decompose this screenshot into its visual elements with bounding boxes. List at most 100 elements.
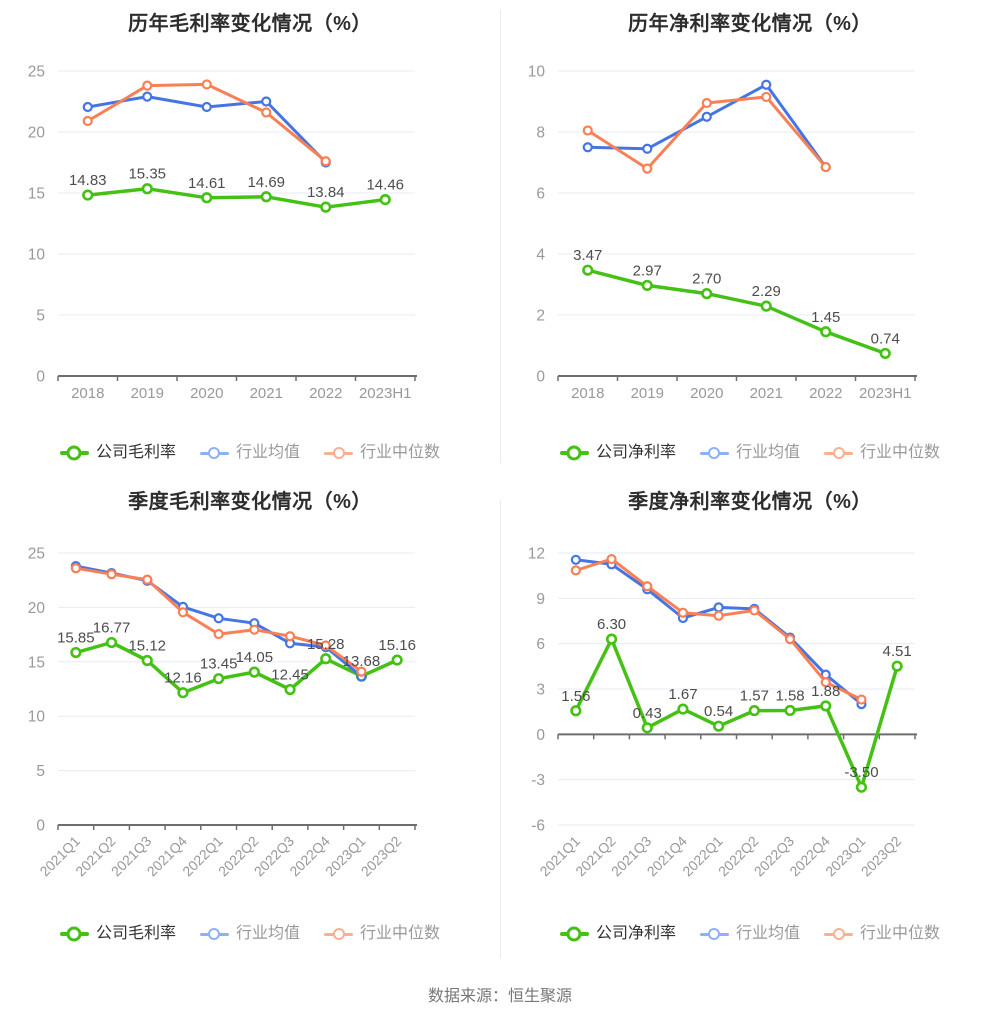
x-axis-label: 2023Q2 xyxy=(358,833,405,880)
data-point-公司毛利率[interactable] xyxy=(320,201,332,213)
data-point-行业中位数[interactable] xyxy=(570,565,581,576)
data-point-公司净利率[interactable] xyxy=(784,704,796,717)
data-point-行业中位数[interactable] xyxy=(213,628,224,640)
data-point-行业均值[interactable] xyxy=(142,91,153,102)
data-point-行业均值[interactable] xyxy=(570,554,581,565)
data-point-行业中位数[interactable] xyxy=(713,610,724,621)
data-point-行业中位数[interactable] xyxy=(320,640,331,651)
y-axis-label: 10 xyxy=(528,64,546,81)
data-point-公司毛利率[interactable] xyxy=(177,687,189,699)
data-point-公司净利率[interactable] xyxy=(701,288,713,300)
data-point-行业均值[interactable] xyxy=(642,143,653,154)
line-series-icon xyxy=(199,927,229,942)
data-point-行业中位数[interactable] xyxy=(761,91,772,103)
legend-item-行业中位数[interactable]: 行业中位数 xyxy=(824,443,940,463)
data-point-行业均值[interactable] xyxy=(261,96,272,107)
legend-item-行业均值[interactable]: 行业均值 xyxy=(699,924,800,944)
data-point-行业中位数[interactable] xyxy=(142,574,153,585)
data-point-公司净利率[interactable] xyxy=(605,633,618,645)
legend-item-行业均值[interactable]: 行业均值 xyxy=(199,443,300,463)
data-label: 12.16 xyxy=(164,670,202,687)
data-point-公司毛利率[interactable] xyxy=(391,654,403,666)
data-point-行业中位数[interactable] xyxy=(820,161,831,173)
data-point-公司毛利率[interactable] xyxy=(379,193,391,206)
plot-quarterly-gross-margin[interactable]: 05101520252021Q12021Q22021Q32021Q42022Q1… xyxy=(0,517,500,892)
data-point-行业中位数[interactable] xyxy=(701,97,712,109)
data-point-行业中位数[interactable] xyxy=(82,115,93,127)
data-point-行业中位数[interactable] xyxy=(820,677,831,688)
legend-item-公司毛利率[interactable]: 公司毛利率 xyxy=(59,924,176,944)
data-label: 14.69 xyxy=(247,174,285,191)
data-point-公司毛利率[interactable] xyxy=(320,653,332,665)
data-point-公司净利率[interactable] xyxy=(760,300,772,312)
x-axis-label: 2023H1 xyxy=(859,385,912,402)
data-point-公司毛利率[interactable] xyxy=(213,673,225,685)
data-point-公司净利率[interactable] xyxy=(855,781,868,793)
legend-item-公司毛利率[interactable]: 公司毛利率 xyxy=(59,443,176,463)
legend-item-公司净利率[interactable]: 公司净利率 xyxy=(559,924,676,944)
data-point-公司净利率[interactable] xyxy=(713,720,725,732)
data-point-公司毛利率[interactable] xyxy=(141,183,153,195)
legend-item-行业中位数[interactable]: 行业中位数 xyxy=(324,443,440,463)
data-point-行业中位数[interactable] xyxy=(856,694,867,705)
data-point-行业中位数[interactable] xyxy=(70,563,81,574)
y-axis-label: 2 xyxy=(536,308,545,325)
data-point-行业中位数[interactable] xyxy=(606,553,617,565)
data-point-公司毛利率[interactable] xyxy=(82,189,94,201)
data-point-行业均值[interactable] xyxy=(213,613,224,624)
data-point-行业中位数[interactable] xyxy=(106,569,117,580)
data-label: 15.16 xyxy=(378,637,416,654)
data-point-行业中位数[interactable] xyxy=(261,107,272,118)
data-point-公司净利率[interactable] xyxy=(641,722,653,734)
legend-item-行业均值[interactable]: 行业均值 xyxy=(699,443,800,463)
data-point-行业中位数[interactable] xyxy=(677,607,689,618)
data-point-行业中位数[interactable] xyxy=(201,79,212,90)
data-point-行业中位数[interactable] xyxy=(642,163,653,174)
data-point-公司净利率[interactable] xyxy=(677,703,689,715)
data-point-公司净利率[interactable] xyxy=(879,347,891,360)
data-point-公司毛利率[interactable] xyxy=(141,654,153,667)
data-point-公司净利率[interactable] xyxy=(891,660,903,672)
data-point-公司毛利率[interactable] xyxy=(201,192,213,204)
data-point-公司毛利率[interactable] xyxy=(105,636,118,649)
data-point-行业中位数[interactable] xyxy=(320,156,331,167)
data-point-公司毛利率[interactable] xyxy=(284,683,296,696)
data-point-行业均值[interactable] xyxy=(82,101,93,113)
data-point-公司净利率[interactable] xyxy=(820,700,832,712)
data-point-行业均值[interactable] xyxy=(713,602,724,613)
legend-item-公司净利率[interactable]: 公司净利率 xyxy=(559,443,676,463)
plot-quarterly-net-margin[interactable]: -6-30369122021Q12021Q22021Q32021Q42022Q1… xyxy=(500,517,1000,892)
data-point-公司毛利率[interactable] xyxy=(248,666,260,678)
data-point-行业中位数[interactable] xyxy=(784,634,796,645)
data-point-行业中位数[interactable] xyxy=(177,607,189,618)
data-point-公司毛利率[interactable] xyxy=(70,646,82,659)
data-point-行业中位数[interactable] xyxy=(642,581,653,592)
legend-item-行业中位数[interactable]: 行业中位数 xyxy=(324,924,440,944)
legend-item-行业均值[interactable]: 行业均值 xyxy=(199,924,300,944)
data-point-行业均值[interactable] xyxy=(582,142,593,153)
data-point-行业中位数[interactable] xyxy=(749,605,760,616)
data-point-行业中位数[interactable] xyxy=(582,125,593,136)
chart-title-quarterly-net-margin: 季度净利率变化情况（%） xyxy=(628,491,872,513)
data-point-公司净利率[interactable] xyxy=(748,705,760,717)
y-axis-label: 6 xyxy=(536,636,545,653)
data-point-行业均值[interactable] xyxy=(701,111,712,122)
data-point-行业中位数[interactable] xyxy=(356,666,367,677)
data-point-行业中位数[interactable] xyxy=(142,80,153,91)
data-point-公司毛利率[interactable] xyxy=(260,191,272,203)
data-point-行业中位数[interactable] xyxy=(249,624,260,635)
plot-annual-net-margin[interactable]: 0 2 4 6 8 10 2018 2019 2020 2021 2022 2023H1 3.47 2.9… xyxy=(500,39,1000,407)
legend-item-行业中位数[interactable]: 行业中位数 xyxy=(824,924,940,944)
x-axis-label: 2019 xyxy=(131,385,164,402)
data-point-公司净利率[interactable] xyxy=(820,326,832,338)
data-point-公司净利率[interactable] xyxy=(582,264,594,276)
data-point-行业均值[interactable] xyxy=(761,79,772,90)
x-axis-label: 2020 xyxy=(190,385,223,402)
data-point-公司净利率[interactable] xyxy=(570,705,582,717)
line-series-icon xyxy=(824,927,853,942)
plot-annual-gross-margin[interactable]: 0 5 10 15 20 25 2018 2019 2020 2021 2022 2023H1 14.8… xyxy=(0,39,500,407)
data-point-行业中位数[interactable] xyxy=(284,631,296,642)
data-point-行业均值[interactable] xyxy=(201,101,212,113)
data-label: 1.57 xyxy=(740,688,769,705)
data-point-公司净利率[interactable] xyxy=(641,279,653,292)
